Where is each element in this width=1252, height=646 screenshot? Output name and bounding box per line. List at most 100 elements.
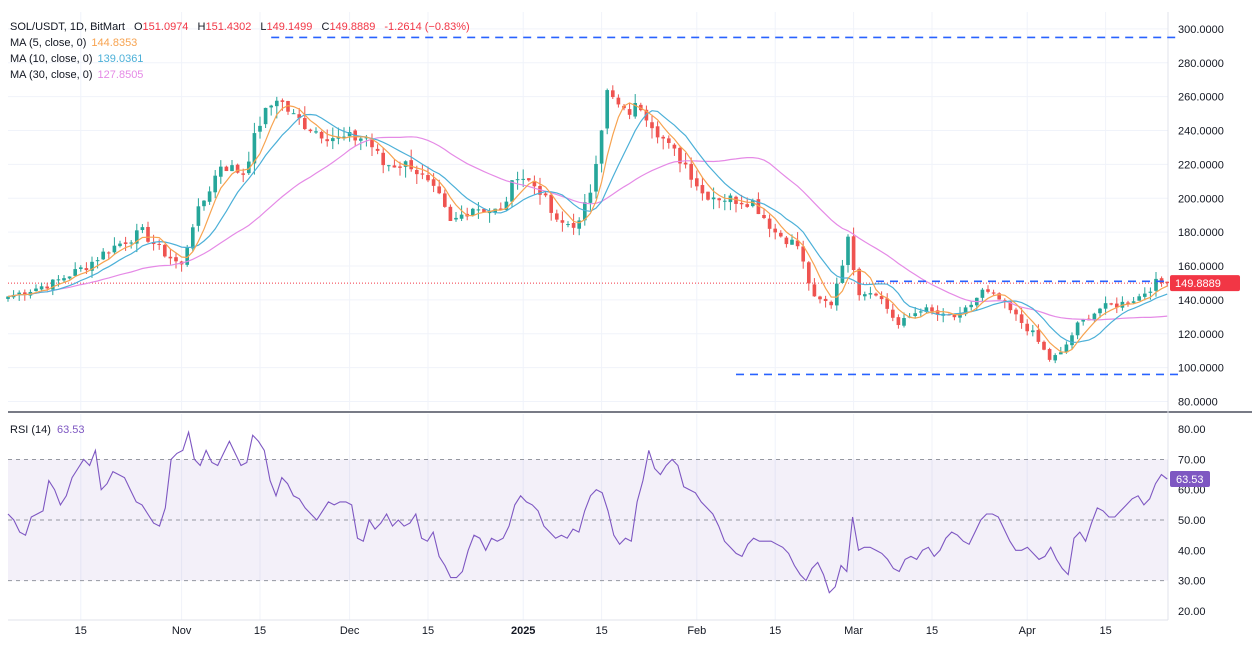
candle-body: [6, 296, 10, 299]
candle-body: [504, 201, 509, 210]
candle-body: [196, 206, 201, 226]
candle-body: [991, 292, 996, 294]
time-tick-label: 15: [422, 625, 434, 637]
rsi-grid: [80, 414, 1107, 620]
candle-body: [526, 178, 531, 181]
candle-body: [263, 107, 268, 125]
legend-close-label: C: [321, 21, 329, 33]
candle-body: [694, 178, 699, 187]
candle-body: [605, 90, 610, 129]
candle-body: [952, 314, 957, 318]
candle-body: [1014, 309, 1018, 315]
candle-body: [722, 200, 727, 202]
candle-body: [409, 160, 414, 170]
time-tick-label: Dec: [340, 625, 360, 637]
candle-body: [493, 208, 498, 213]
rsi-tag-box: [1170, 471, 1210, 488]
candle-body: [118, 243, 122, 247]
candle-body: [106, 252, 111, 254]
candle-body: [174, 257, 178, 262]
candle: [840, 259, 845, 284]
candle: [398, 161, 402, 176]
candle: [196, 198, 201, 232]
candle: [62, 274, 66, 283]
ma5-line: [7, 102, 1168, 353]
candle: [168, 249, 173, 265]
candle-body: [123, 242, 128, 244]
candle-body: [806, 262, 811, 284]
candle-body: [711, 197, 716, 200]
candle-body: [538, 186, 542, 195]
candle: [717, 197, 722, 209]
candle-body: [95, 260, 100, 262]
candle: [605, 88, 610, 135]
legend-close: 149.8889: [329, 21, 375, 33]
legend-high-label: H: [198, 21, 206, 33]
candle: [246, 151, 251, 175]
candle-body: [924, 307, 929, 312]
legend-low-label: L: [260, 21, 266, 33]
candle: [655, 121, 660, 144]
candle-body: [426, 175, 430, 181]
candle-body: [230, 165, 234, 172]
candle-body: [459, 214, 464, 219]
candle-body: [403, 161, 408, 167]
time-tick-label: Mar: [844, 625, 863, 637]
candle-body: [801, 246, 806, 262]
candle-body: [342, 136, 346, 138]
candle-body: [291, 113, 296, 115]
candle-body: [280, 100, 285, 102]
candle-body: [330, 138, 335, 142]
legend-ma30: MA (30, close, 0) 127.8505: [10, 69, 143, 81]
candle: [454, 211, 458, 222]
price-tick-label: 200.0000: [1178, 193, 1224, 205]
candle-body: [218, 166, 223, 177]
candle-body: [241, 173, 246, 175]
candle-body: [739, 202, 744, 205]
candle-body: [734, 196, 738, 204]
candle: [980, 287, 985, 302]
candle-body: [795, 240, 800, 247]
candle: [241, 168, 246, 183]
candle-body: [1081, 319, 1086, 322]
candle: [560, 211, 565, 232]
candle-body: [1053, 355, 1058, 361]
candle-body: [1109, 303, 1114, 305]
candle-body: [398, 166, 402, 168]
candle: [207, 186, 212, 205]
candle: [784, 235, 789, 248]
candle: [230, 160, 234, 172]
candle-body: [627, 109, 632, 115]
candle: [302, 106, 307, 131]
horizontal-levels: [271, 36, 1179, 376]
candle-body: [1019, 314, 1024, 323]
legend-title: SOL/USDT, 1D, BitMart: [10, 21, 125, 33]
candle: [146, 221, 150, 243]
candle: [678, 145, 682, 173]
candle-body: [476, 209, 481, 211]
candle: [34, 284, 38, 292]
candle: [375, 144, 380, 155]
candle: [532, 175, 537, 195]
legend-ma10-value: 139.0361: [98, 53, 144, 65]
candle-body: [554, 213, 559, 220]
candle: [935, 305, 940, 321]
candle-body: [890, 309, 895, 318]
candle: [330, 127, 335, 150]
rsi-tick-label: 60.00: [1178, 485, 1206, 497]
price-grid: [8, 12, 1168, 410]
candle: [879, 291, 884, 305]
candle: [1142, 287, 1147, 301]
candle-body: [683, 162, 688, 165]
candle: [90, 256, 94, 278]
candle-body: [930, 307, 934, 312]
candle: [426, 166, 430, 183]
price-tick-label: 280.0000: [1178, 58, 1224, 70]
candle-body: [902, 318, 906, 326]
legend-ma10: MA (10, close, 0) 139.0361: [10, 53, 143, 65]
price-tag-box: [1170, 275, 1240, 292]
candle: [403, 160, 408, 178]
legend-ma30-value: 127.8505: [98, 69, 144, 81]
candle-body: [818, 296, 822, 300]
